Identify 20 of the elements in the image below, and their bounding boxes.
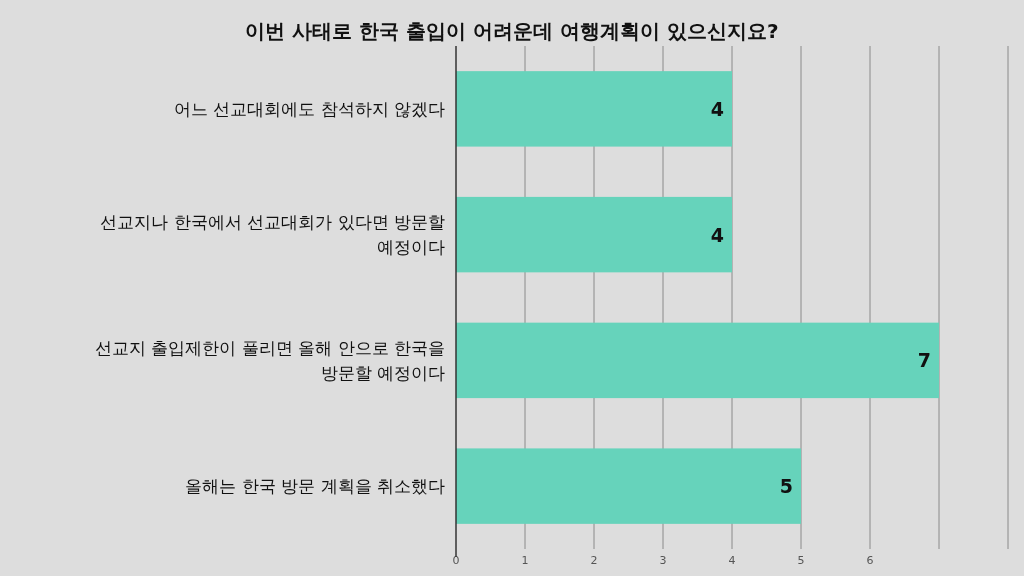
x-tick-label: 0 [452,554,460,567]
data-label: 4 [710,223,724,246]
y-tick-label: 선교지 출입제한이 풀리면 올해 안으로 한국을 방문할 예정이다 [94,337,445,383]
bar [456,322,939,399]
bar [456,196,732,273]
x-tick-label: 5 [797,554,805,567]
data-label: 7 [917,349,931,372]
chart-title: 이번 사태로 한국 출입이 어려운데 여행계획이 있으신지요? [245,19,779,43]
x-tick-label: 3 [659,554,667,567]
bar [456,448,801,524]
y-tick-label: 올해는 한국 방문 계획을 취소했다 [185,476,445,497]
y-tick-label: 선교지나 한국에서 선교대회가 있다면 방문할 예정이다 [100,212,445,258]
x-tick-label: 4 [728,554,736,567]
bar [456,71,732,147]
x-tick-label: 1 [521,554,529,567]
y-tick-label: 어느 선교대회에도 참석하지 않겠다 [173,98,445,119]
data-label: 4 [710,97,724,120]
x-tick-label: 6 [866,554,874,567]
data-label: 5 [779,475,793,498]
x-tick-label: 2 [590,554,598,567]
